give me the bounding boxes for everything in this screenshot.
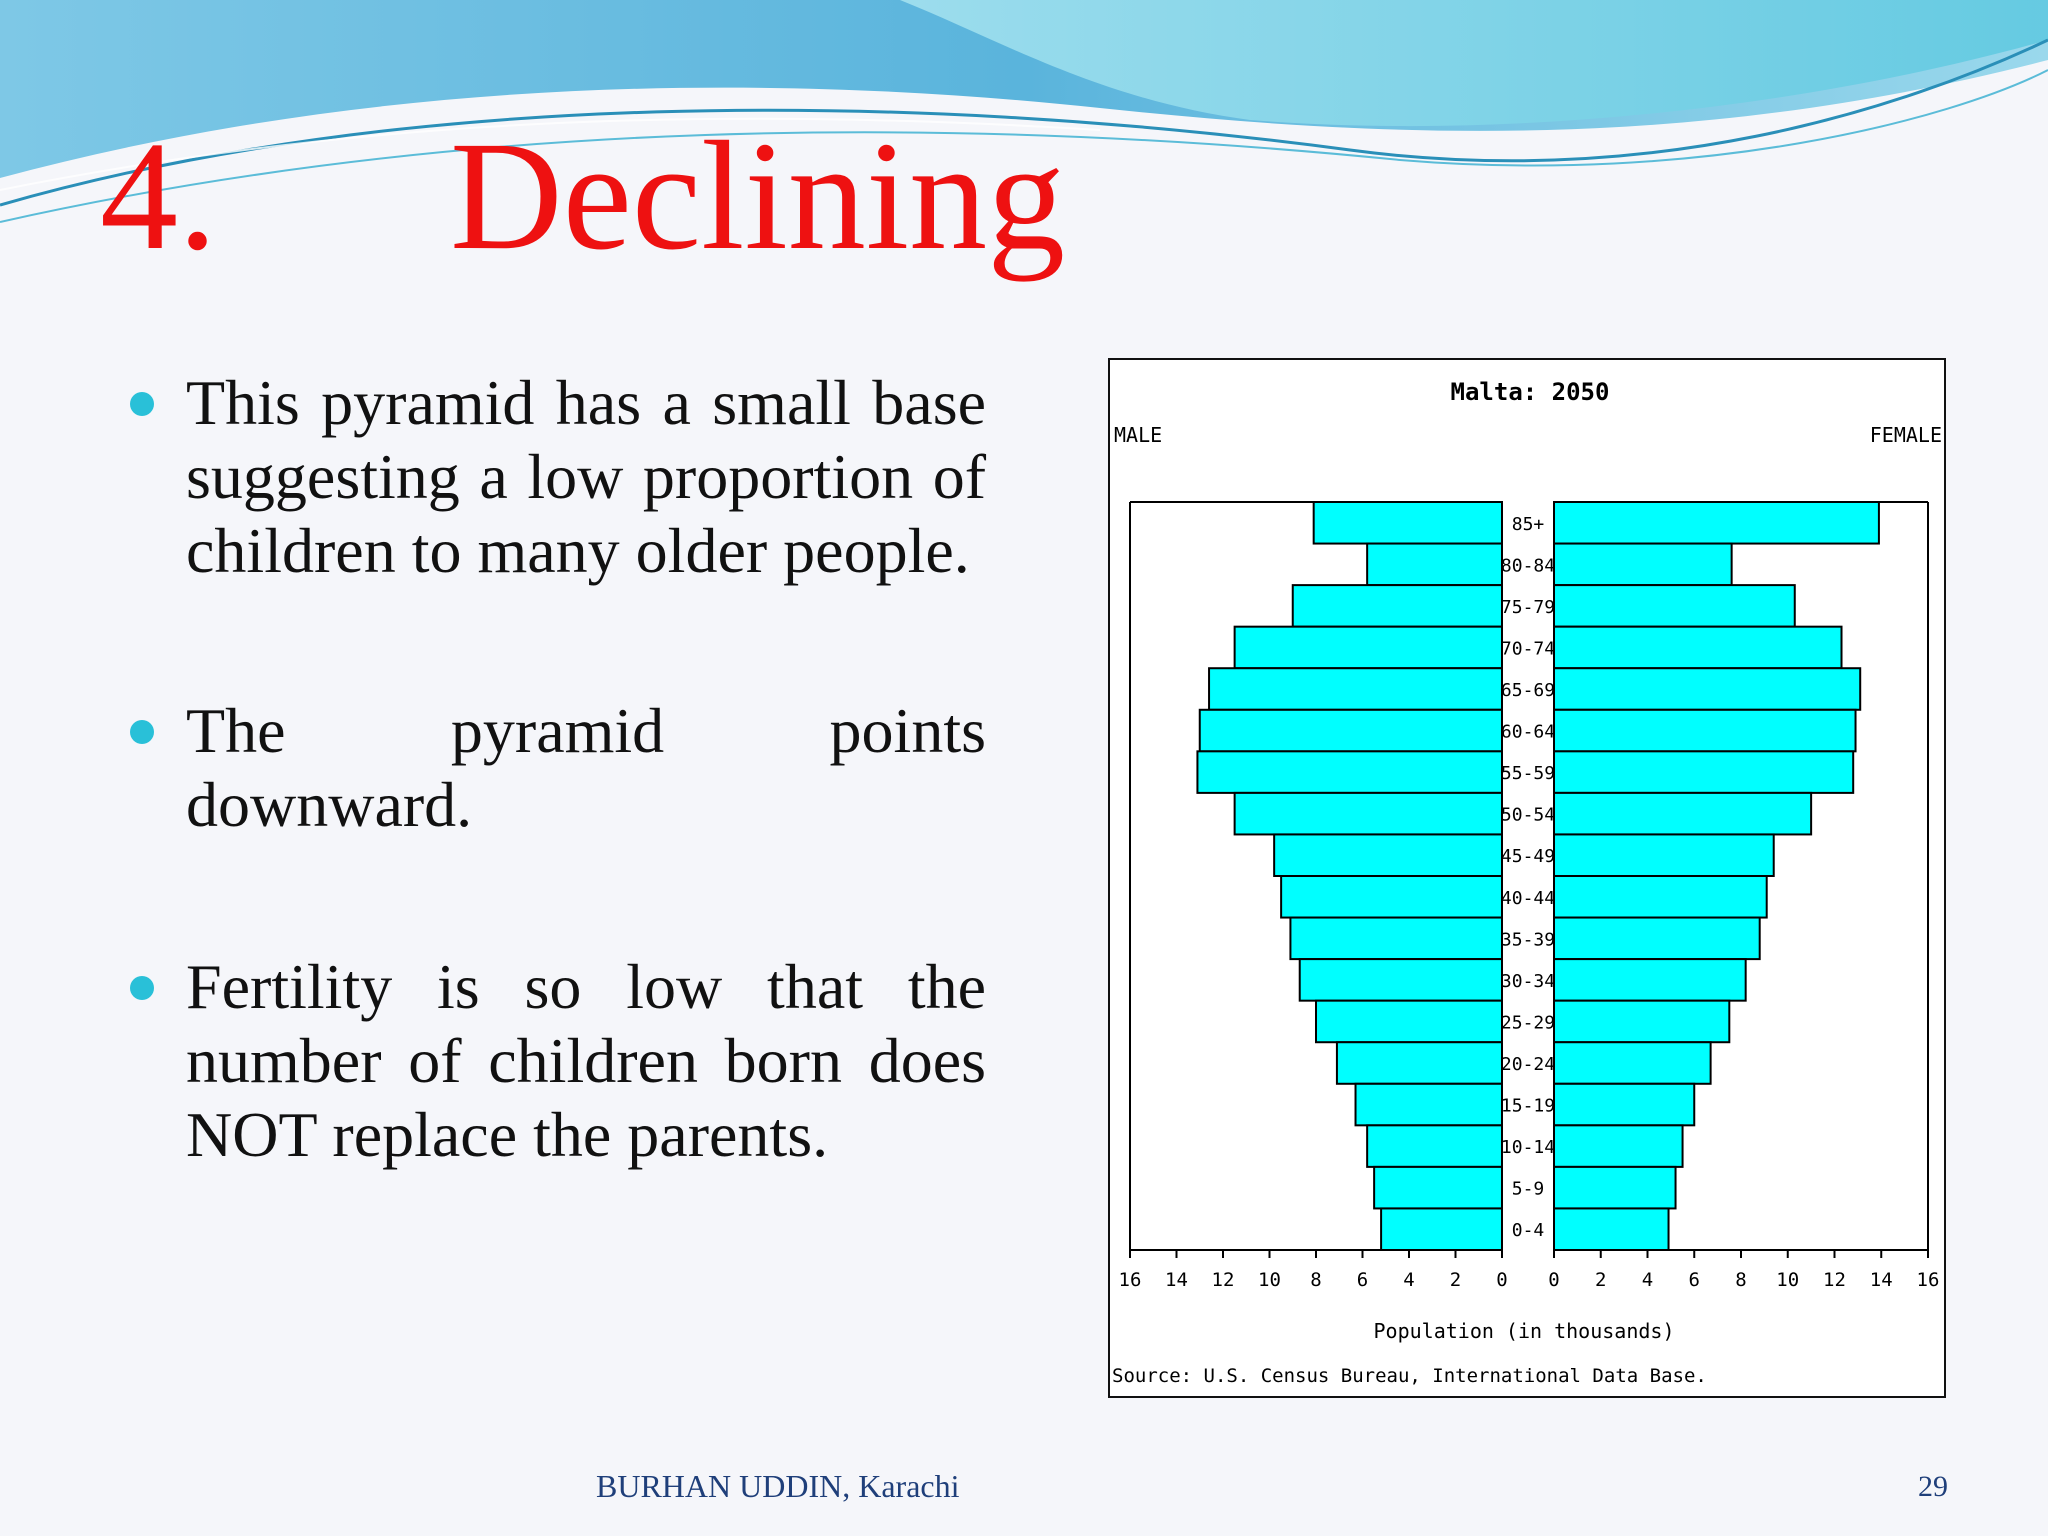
male-bar-65-69 (1208, 667, 1504, 711)
age-group-label: 45-49 (1501, 846, 1555, 867)
male-bar-85+ (1312, 501, 1503, 545)
male-bar-75-79 (1291, 584, 1503, 628)
male-bar-60-64 (1198, 708, 1503, 753)
bullet-item: This pyramid has a small base suggesting… (128, 366, 986, 588)
female-bar-55-59 (1553, 750, 1855, 794)
male-x-tick-label: 14 (1165, 1269, 1188, 1291)
age-group-label: 80-84 (1501, 555, 1555, 576)
male-bar-10-14 (1366, 1124, 1503, 1168)
title-text: Declining (450, 109, 1066, 282)
female-bar-30-34 (1553, 958, 1747, 1002)
x-axis-label: Population (in thousands) (1373, 1319, 1674, 1343)
male-bar-20-24 (1335, 1041, 1503, 1085)
age-group-label: 0-4 (1512, 1220, 1545, 1241)
age-group-label: 35-39 (1501, 929, 1555, 950)
male-x-tick-label: 16 (1119, 1269, 1142, 1291)
female-x-tick-label: 0 (1548, 1269, 1559, 1291)
age-group-label: 20-24 (1501, 1054, 1555, 1075)
bullet-item: Fertility is so low that the number of c… (128, 950, 986, 1172)
female-bar-80-84 (1553, 542, 1733, 587)
male-x-tick-label: 10 (1258, 1269, 1281, 1291)
title-number: 4. (100, 109, 217, 282)
male-bar-15-19 (1354, 1082, 1503, 1127)
female-label: FEMALE (1870, 423, 1942, 447)
bullet-list: This pyramid has a small base suggesting… (128, 366, 986, 1172)
age-group-label: 65-69 (1501, 680, 1555, 701)
female-x-tick-label: 12 (1823, 1269, 1846, 1291)
population-pyramid-chart: Malta: 2050 MALE FEMALE 85+ 80-84 75-79 70-… (1108, 358, 1946, 1398)
male-bar-55-59 (1196, 750, 1504, 794)
female-bar-45-49 (1553, 833, 1775, 878)
female-bar-20-24 (1553, 1041, 1712, 1085)
female-x-tick-label: 2 (1595, 1269, 1606, 1291)
male-bar-40-44 (1280, 875, 1503, 919)
male-x-tick-label: 2 (1450, 1269, 1461, 1291)
male-bar-50-54 (1233, 791, 1503, 836)
age-group-label: 5-9 (1512, 1179, 1545, 1200)
header-wave-decoration (0, 0, 2048, 223)
male-x-tick-label: 8 (1310, 1269, 1321, 1291)
age-group-label: 55-59 (1501, 763, 1555, 784)
female-bar-85+ (1553, 501, 1880, 545)
page-number: 29 (1918, 1470, 1948, 1503)
age-group-label: 15-19 (1501, 1096, 1555, 1117)
bullet-item: The pyramid points downward. (128, 694, 986, 842)
female-bar-25-29 (1553, 999, 1731, 1044)
male-bar-0-4 (1380, 1207, 1504, 1252)
male-bar-30-34 (1298, 958, 1503, 1002)
male-bar-45-49 (1273, 833, 1503, 878)
age-group-label: 85+ (1512, 514, 1545, 535)
male-x-tick-label: 4 (1403, 1269, 1414, 1291)
male-x-tick-label: 12 (1212, 1269, 1235, 1291)
source-note: Source: U.S. Census Bureau, Internationa… (1112, 1365, 1707, 1387)
male-bar-35-39 (1289, 916, 1503, 961)
female-x-tick-label: 4 (1642, 1269, 1653, 1291)
male-bar-5-9 (1373, 1165, 1503, 1210)
chart-title: Malta: 2050 (1451, 378, 1610, 406)
female-x-tick-label: 8 (1735, 1269, 1746, 1291)
age-group-label: 25-29 (1501, 1012, 1555, 1033)
male-label: MALE (1114, 423, 1162, 447)
female-bar-35-39 (1553, 916, 1761, 961)
male-bar-25-29 (1315, 999, 1503, 1044)
age-group-label: 30-34 (1501, 971, 1555, 992)
age-group-label: 10-14 (1501, 1137, 1555, 1158)
female-bar-60-64 (1553, 708, 1857, 753)
age-group-label: 75-79 (1501, 597, 1555, 618)
female-bar-40-44 (1553, 875, 1768, 919)
male-bar-70-74 (1233, 625, 1503, 670)
female-bar-65-69 (1553, 667, 1862, 711)
age-group-label: 70-74 (1501, 638, 1555, 659)
female-bar-70-74 (1553, 625, 1843, 670)
footer-author: BURHAN UDDIN, Karachi (596, 1468, 960, 1504)
female-bar-0-4 (1553, 1207, 1670, 1252)
female-bar-75-79 (1553, 584, 1796, 628)
age-group-label: 40-44 (1501, 888, 1555, 909)
male-x-tick-label: 0 (1496, 1269, 1507, 1291)
female-x-tick-label: 10 (1776, 1269, 1799, 1291)
female-bar-5-9 (1553, 1165, 1677, 1210)
age-group-label: 50-54 (1501, 805, 1555, 826)
female-bar-15-19 (1553, 1082, 1696, 1127)
male-x-tick-label: 6 (1357, 1269, 1368, 1291)
pyramid-svg: Malta: 2050 MALE FEMALE 85+ 80-84 75-79 70-… (1112, 378, 1942, 1387)
female-x-tick-label: 6 (1689, 1269, 1700, 1291)
female-x-tick-label: 16 (1917, 1269, 1940, 1291)
female-bar-50-54 (1553, 791, 1813, 836)
male-bar-80-84 (1366, 542, 1503, 587)
slide-title: 4. Declining (100, 118, 1065, 274)
female-bar-10-14 (1553, 1124, 1684, 1168)
age-group-label: 60-64 (1501, 722, 1555, 743)
female-x-tick-label: 14 (1870, 1269, 1893, 1291)
